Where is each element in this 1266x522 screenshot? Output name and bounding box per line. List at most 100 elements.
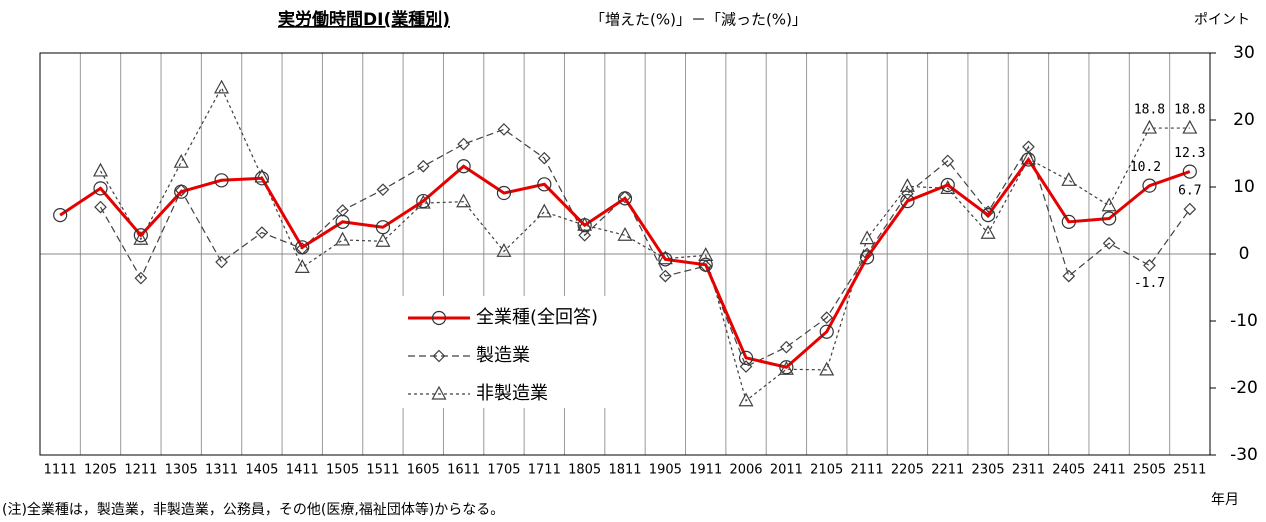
marker	[780, 340, 793, 354]
marker	[1142, 178, 1157, 193]
footnote: (注)全業種は，製造業，非製造業，公務員，その他(医療,福祉団体等)からなる。	[2, 501, 504, 518]
marker	[295, 240, 310, 255]
marker	[134, 271, 148, 285]
marker	[859, 230, 875, 245]
marker	[739, 360, 753, 373]
x-tick-label: 2311	[1012, 463, 1045, 478]
marker	[1061, 214, 1076, 229]
x-tick-label: 2205	[891, 463, 924, 478]
marker	[617, 226, 633, 241]
marker	[940, 177, 955, 193]
y-tick-label: 20	[1233, 110, 1255, 130]
marker	[738, 350, 754, 365]
x-tick-label: 1705	[487, 463, 520, 478]
marker	[537, 177, 552, 192]
marker	[294, 259, 310, 273]
marker	[93, 162, 109, 177]
marker	[1022, 140, 1035, 154]
marker	[94, 200, 107, 214]
value-label: 18.8	[1174, 103, 1205, 118]
marker	[657, 250, 673, 265]
marker	[254, 168, 270, 183]
x-tick-label: 1211	[124, 463, 157, 478]
x-tick-label: 1411	[286, 463, 319, 478]
marker	[254, 171, 269, 186]
marker	[658, 269, 672, 283]
value-label: -1.7	[1134, 276, 1165, 291]
marker	[658, 252, 673, 267]
marker	[1182, 119, 1198, 134]
x-tick-label: 1605	[407, 463, 440, 478]
marker	[981, 208, 996, 223]
marker	[53, 208, 68, 223]
marker	[1102, 211, 1117, 226]
x-tick-label: 2111	[851, 463, 884, 478]
x-tick-label: 2511	[1173, 463, 1206, 478]
marker	[1182, 164, 1197, 179]
marker	[618, 190, 632, 204]
marker	[456, 193, 472, 208]
marker	[93, 181, 108, 196]
marker	[497, 123, 511, 136]
value-label: 6.7	[1178, 184, 1201, 199]
marker	[819, 324, 834, 339]
marker	[173, 153, 189, 168]
series-line	[99, 128, 1191, 368]
marker	[215, 255, 228, 269]
y-tick-label: -20	[1230, 378, 1258, 398]
x-tick-label: 2011	[770, 463, 803, 478]
x-tick-label: 1905	[649, 463, 682, 478]
x-tick-label: 1311	[205, 463, 238, 478]
x-tick-label: 1805	[568, 463, 601, 478]
legend-box	[402, 296, 642, 408]
chart-title: 実労働時間DI(業種別)	[278, 9, 450, 30]
y-axis-label: ポイント	[1194, 12, 1250, 28]
series-line	[100, 86, 1190, 402]
legend-marker	[431, 385, 447, 400]
marker	[335, 214, 350, 229]
marker	[416, 193, 431, 209]
y-tick-label: -30	[1230, 445, 1258, 465]
x-tick-label: 1711	[528, 463, 561, 478]
marker	[577, 218, 592, 233]
marker	[578, 228, 592, 242]
legend-label: 製造業	[476, 345, 530, 366]
marker	[496, 185, 512, 201]
marker	[779, 360, 794, 375]
marker	[1102, 236, 1116, 250]
marker	[174, 184, 188, 197]
x-axis-label: 年月	[1211, 492, 1239, 508]
x-tick-label: 2505	[1133, 463, 1166, 478]
x-tick-label: 1611	[447, 463, 480, 478]
value-label: 18.8	[1134, 103, 1165, 118]
marker	[819, 361, 835, 376]
x-tick-label: 2105	[810, 463, 843, 478]
x-tick-label: 1111	[44, 463, 77, 478]
x-tick-label: 1505	[326, 463, 359, 478]
marker	[536, 203, 552, 218]
x-tick-label: 1811	[608, 463, 641, 478]
marker	[335, 231, 351, 246]
marker	[900, 193, 915, 209]
marker	[980, 224, 996, 239]
marker	[1141, 119, 1157, 134]
legend-label: 非製造業	[476, 383, 548, 404]
marker	[496, 243, 512, 257]
marker	[617, 191, 633, 206]
y-tick-label: 10	[1233, 177, 1255, 197]
x-tick-label: 1405	[245, 463, 278, 478]
marker	[376, 183, 390, 197]
marker	[899, 178, 915, 192]
series-line	[59, 156, 1191, 369]
x-tick-label: 2006	[729, 463, 762, 478]
value-label: 10.2	[1130, 160, 1161, 175]
marker	[375, 220, 391, 235]
x-tick-label: 2305	[972, 463, 1005, 478]
y-tick-label: 30	[1233, 43, 1255, 63]
marker	[336, 204, 349, 217]
marker	[1101, 197, 1117, 212]
legend-marker	[431, 310, 447, 326]
x-tick-label: 2211	[931, 463, 964, 478]
x-tick-label: 1205	[84, 463, 117, 478]
